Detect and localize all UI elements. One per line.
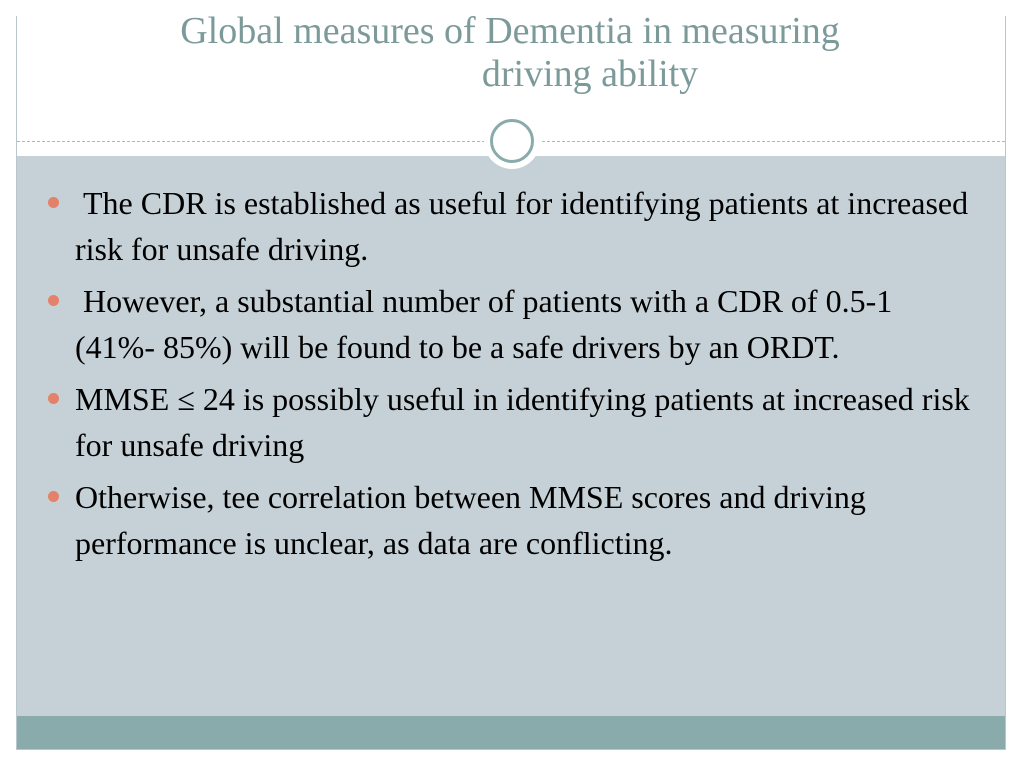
bullet-text-1: The CDR is established as useful for ide… xyxy=(75,185,977,267)
bullet-dot-icon xyxy=(48,295,59,306)
slide-title-line-2: driving ability xyxy=(481,53,699,95)
bullet-text-3: MMSE ≤ 24 is possibly useful in identify… xyxy=(75,381,978,463)
bullet-item-3: MMSE ≤ 24 is possibly useful in identify… xyxy=(46,376,976,468)
slide-title: Global measures of Dementia in measuring… xyxy=(0,10,1024,96)
content-area xyxy=(17,156,1005,716)
bullet-item-1: The CDR is established as useful for ide… xyxy=(46,180,976,272)
slide-title-line-1: Global measures of Dementia in measuring xyxy=(180,10,840,52)
bullet-dot-icon xyxy=(48,491,59,502)
bullet-dot-icon xyxy=(48,393,59,404)
bullet-text-4: Otherwise, tee correlation between MMSE … xyxy=(75,479,874,561)
footer-band xyxy=(17,716,1005,749)
ornament-ring xyxy=(490,119,534,163)
bullet-text-2: However, a substantial number of patient… xyxy=(75,283,909,365)
bullet-item-4: Otherwise, tee correlation between MMSE … xyxy=(46,474,976,566)
bullet-list: The CDR is established as useful for ide… xyxy=(46,180,976,572)
circle-ring-ornament-icon xyxy=(484,113,540,169)
bullet-dot-icon xyxy=(48,197,59,208)
bullet-item-2: However, a substantial number of patient… xyxy=(46,278,976,370)
